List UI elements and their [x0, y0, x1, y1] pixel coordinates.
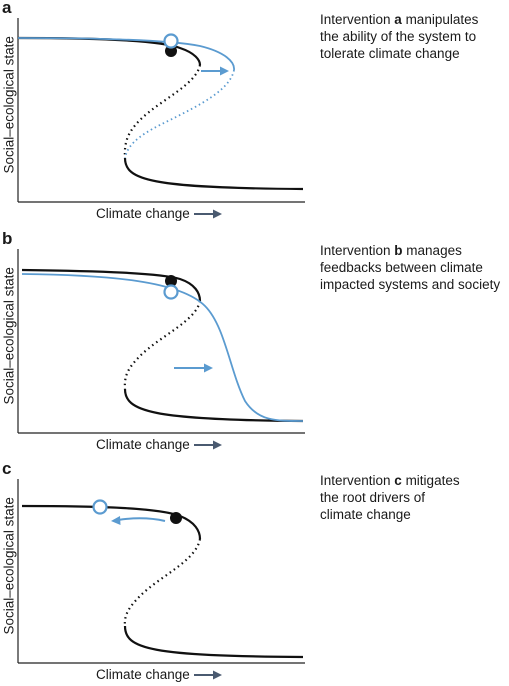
fold-bifurcation-plot: [17, 249, 305, 434]
x-axis-label: Climate change: [96, 206, 222, 221]
right-arrow-icon: [193, 440, 222, 450]
panel-letter: c: [2, 459, 12, 478]
shift-arrow-head: [220, 66, 229, 76]
shift-arrow-head: [111, 516, 121, 525]
intervention-a-caption: Intervention a manipulates the ability o…: [320, 12, 479, 61]
panel-a: a Social–ecological state Climate change…: [0, 0, 509, 225]
lower-stable-branch: [123, 388, 304, 423]
shift-arrow: [117, 517, 166, 522]
new-state-marker: [163, 284, 179, 300]
intervention-upper-branch: [17, 37, 235, 71]
unstable-branch: [123, 300, 202, 390]
fold-bifurcation-plot: [17, 18, 305, 203]
shift-arrow-head: [204, 363, 213, 373]
panel-letter: b: [2, 229, 13, 248]
panel-c: c Social–ecological state Climate change…: [0, 459, 509, 686]
right-arrow-icon: [193, 209, 222, 219]
panel-b: b Social–ecological state Climate change…: [0, 229, 509, 456]
intervention-unstable-branch: [124, 69, 235, 159]
unstable-branch: [123, 64, 202, 159]
new-state-marker: [163, 33, 179, 49]
panel-letter: a: [2, 0, 12, 17]
current-state-marker: [165, 45, 177, 57]
current-state-marker: [165, 275, 177, 287]
intervention-smooth-curve: [21, 273, 304, 422]
lower-stable-branch: [123, 625, 304, 659]
unstable-branch: [123, 538, 202, 627]
current-state-marker: [170, 512, 182, 524]
x-axis-label: Climate change: [96, 667, 222, 682]
lower-stable-branch: [123, 157, 304, 191]
right-arrow-icon: [193, 670, 222, 680]
intervention-c-caption: Intervention c mitigates the root driver…: [320, 473, 460, 522]
fold-bifurcation-plot: [17, 479, 305, 664]
upper-stable-branch: [21, 504, 202, 540]
new-state-marker: [92, 499, 108, 515]
intervention-b-caption: Intervention b manages feedbacks between…: [320, 243, 501, 292]
x-axis-label: Climate change: [96, 437, 222, 452]
